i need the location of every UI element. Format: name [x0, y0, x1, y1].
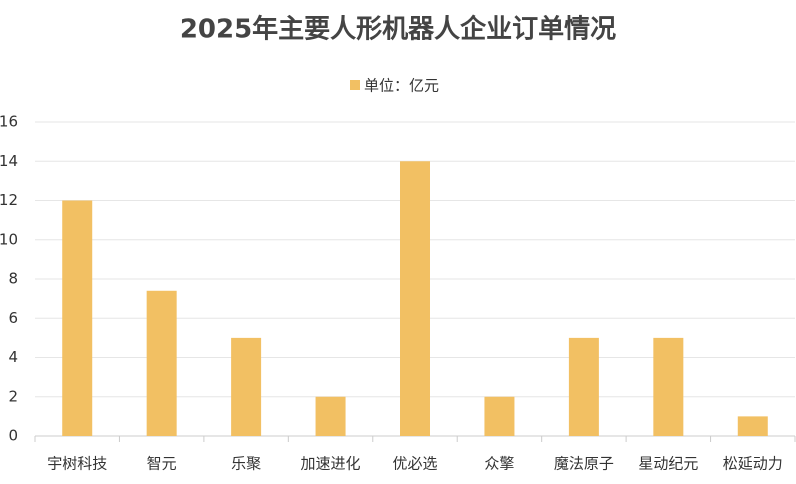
y-tick-label: 10 — [0, 230, 18, 248]
x-tick-label: 乐聚 — [231, 455, 261, 473]
y-tick-label: 8 — [8, 270, 18, 288]
y-tick-label: 0 — [8, 427, 18, 445]
legend-swatch — [350, 80, 360, 90]
x-tick-label: 优必选 — [392, 455, 437, 473]
y-tick-label: 6 — [8, 309, 18, 327]
x-tick-label: 松延动力 — [723, 455, 783, 473]
bar — [231, 337, 262, 436]
y-tick-label: 14 — [0, 152, 18, 170]
x-tick-label: 宇树科技 — [47, 455, 107, 473]
x-tick-label: 智元 — [147, 455, 177, 473]
bar — [400, 161, 430, 436]
legend-label: 单位：亿元 — [364, 77, 439, 95]
y-tick-label: 16 — [0, 113, 18, 131]
x-tick-label: 魔法原子 — [554, 455, 614, 473]
x-tick-label: 加速进化 — [301, 455, 361, 473]
y-tick-label: 4 — [8, 348, 18, 366]
bar — [146, 290, 177, 436]
bar — [484, 396, 515, 436]
x-tick-label: 众擎 — [484, 455, 514, 473]
y-tick-label: 2 — [8, 387, 18, 405]
bar — [653, 337, 684, 436]
y-tick-label: 12 — [0, 191, 18, 209]
x-tick-label: 星动纪元 — [638, 455, 698, 473]
bar — [315, 396, 346, 436]
bar — [62, 200, 93, 436]
bar — [737, 416, 768, 436]
chart-title: 2025年主要人形机器人企业订单情况 — [180, 14, 616, 45]
bar — [568, 337, 599, 436]
